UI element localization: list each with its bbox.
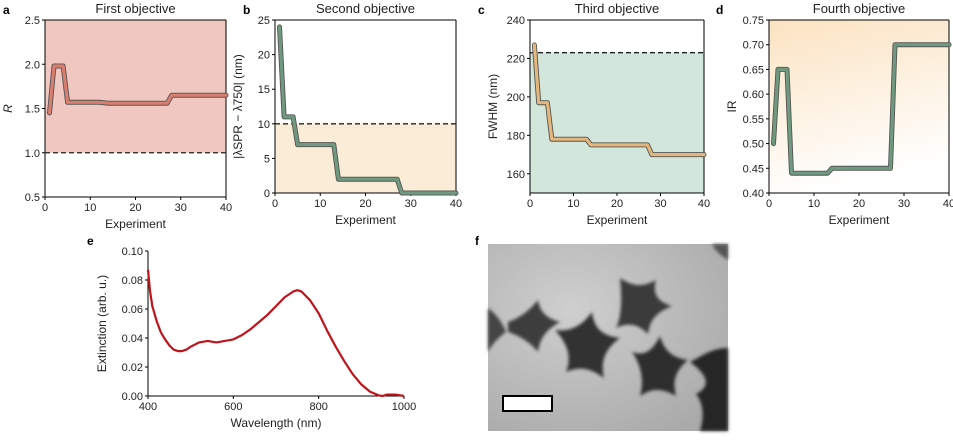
chart-title: Second objective xyxy=(316,1,415,16)
y-tick-label: 220 xyxy=(507,53,525,65)
nanostar-2 xyxy=(555,312,620,378)
y-tick-label: 180 xyxy=(507,130,525,142)
x-axis-label: Experiment xyxy=(587,213,648,227)
nanostar-3 xyxy=(616,278,672,334)
y-axis-label: Extinction (arb. u.) xyxy=(95,275,109,372)
y-tick-label: 0.02 xyxy=(122,362,143,374)
y-axis-label: R xyxy=(1,104,15,113)
y-tick-label: 0.00 xyxy=(122,391,143,403)
y-axis-label: IR xyxy=(725,100,739,112)
y-tick-label: 25 xyxy=(258,15,270,27)
y-tick-label: 10 xyxy=(258,119,270,131)
x-axis-label: Experiment xyxy=(335,213,396,227)
panel-label-f: f xyxy=(475,234,480,248)
x-tick-label: 600 xyxy=(224,401,242,413)
panel-label-a: a xyxy=(3,3,10,17)
y-tick-label: 0.45 xyxy=(743,163,764,175)
y-tick-label: 0.40 xyxy=(743,188,764,200)
y-tick-label: 0.70 xyxy=(743,40,764,52)
extinction-spectrum-line xyxy=(146,269,405,398)
x-axis-label: Experiment xyxy=(105,217,166,231)
chart-panel-b: 0 10 20 30 40 0 5 10 15 20 25 Second objective Exper… xyxy=(231,1,462,227)
chart-title: Fourth objective xyxy=(813,1,906,16)
panel-label-e: e xyxy=(87,234,94,248)
panel-label-d: d xyxy=(716,3,723,17)
nanostar-particles xyxy=(488,244,728,431)
x-tick-label: 30 xyxy=(898,198,910,210)
x-tick-label: 20 xyxy=(611,198,623,210)
y-tick-label: 0.10 xyxy=(122,246,143,258)
scale-bar xyxy=(502,395,553,412)
x-tick-label: 0 xyxy=(272,198,278,210)
x-tick-label: 30 xyxy=(654,198,666,210)
series-line xyxy=(771,43,951,175)
x-tick-label: 20 xyxy=(129,202,141,214)
x-tick-label: 1000 xyxy=(392,401,416,413)
x-axis-label: Wavelength (nm) xyxy=(231,416,322,430)
y-tick-label: 0.55 xyxy=(743,114,764,126)
series-line xyxy=(47,64,228,115)
y-tick-label: 0.65 xyxy=(743,64,764,76)
x-tick-label: 20 xyxy=(853,198,865,210)
chart-panel-e: 400 600 800 1000 0.00 0.02 0.04 0.06 0.08 0.10 Wav… xyxy=(95,246,416,430)
x-tick-label: 0 xyxy=(766,198,772,210)
nanostar-4 xyxy=(632,336,688,396)
x-tick-label: 40 xyxy=(943,198,953,210)
x-tick-label: 0 xyxy=(527,198,533,210)
chart-panel-a: 0 10 20 30 40 0.5 1.0 1.5 2.0 2.5 First objective E… xyxy=(1,1,232,231)
panel-label-c: c xyxy=(478,3,485,17)
x-tick-label: 40 xyxy=(220,202,232,214)
chart-panel-d: 0 10 20 30 40 0.40 0.45 0.50 0.55 0.60 0.65 0.70 0.7… xyxy=(725,1,953,227)
y-tick-label: 0.75 xyxy=(743,15,764,27)
y-tick-label: 1.0 xyxy=(25,148,40,160)
x-tick-label: 30 xyxy=(175,202,187,214)
y-tick-label: 1.5 xyxy=(25,104,40,116)
x-tick-label: 10 xyxy=(808,198,820,210)
x-tick-label: 20 xyxy=(359,198,371,210)
y-axis-label: FWHM (nm) xyxy=(486,74,500,139)
y-tick-label: 200 xyxy=(507,92,525,104)
x-tick-label: 40 xyxy=(450,198,462,210)
target-region xyxy=(530,52,704,193)
y-tick-label: 0.08 xyxy=(122,275,143,287)
y-tick-label: 240 xyxy=(507,15,525,27)
chart-panel-c: 0 10 20 30 40 160 180 200 220 240 Third objective E… xyxy=(486,1,710,227)
nanostar-7 xyxy=(712,244,728,260)
y-axis-label: |λSPR − λ750| (nm) xyxy=(231,54,245,159)
target-region xyxy=(275,123,456,193)
target-region xyxy=(769,20,949,193)
y-tick-label: 15 xyxy=(258,84,270,96)
nanostar-1 xyxy=(508,300,560,352)
x-tick-label: 10 xyxy=(314,198,326,210)
y-tick-label: 0 xyxy=(264,188,270,200)
y-tick-label: 5 xyxy=(264,153,270,165)
y-tick-label: 0.60 xyxy=(743,89,764,101)
y-tick-label: 0.5 xyxy=(25,192,40,204)
micrograph-panel-f xyxy=(488,244,728,431)
nanostar-6 xyxy=(488,308,506,352)
x-axis-label: Experiment xyxy=(829,213,890,227)
y-tick-label: 2.0 xyxy=(25,59,40,71)
chart-title: Third objective xyxy=(575,1,660,16)
series-line xyxy=(277,25,458,195)
x-tick-label: 10 xyxy=(84,202,96,214)
y-tick-label: 20 xyxy=(258,50,270,62)
y-tick-label: 0.04 xyxy=(122,333,143,345)
x-tick-label: 400 xyxy=(139,401,157,413)
y-tick-label: 0.06 xyxy=(122,304,143,316)
y-tick-label: 0.50 xyxy=(743,139,764,151)
x-tick-label: 10 xyxy=(567,198,579,210)
y-tick-label: 2.5 xyxy=(25,15,40,27)
panel-label-b: b xyxy=(243,3,250,17)
x-tick-label: 40 xyxy=(698,198,710,210)
nanostar-5 xyxy=(690,348,728,431)
chart-title: First objective xyxy=(95,1,175,16)
y-tick-label: 160 xyxy=(507,169,525,181)
x-tick-label: 30 xyxy=(405,198,417,210)
x-tick-label: 0 xyxy=(42,202,48,214)
target-region xyxy=(45,20,226,153)
series-line xyxy=(532,43,706,157)
x-tick-label: 800 xyxy=(309,401,327,413)
